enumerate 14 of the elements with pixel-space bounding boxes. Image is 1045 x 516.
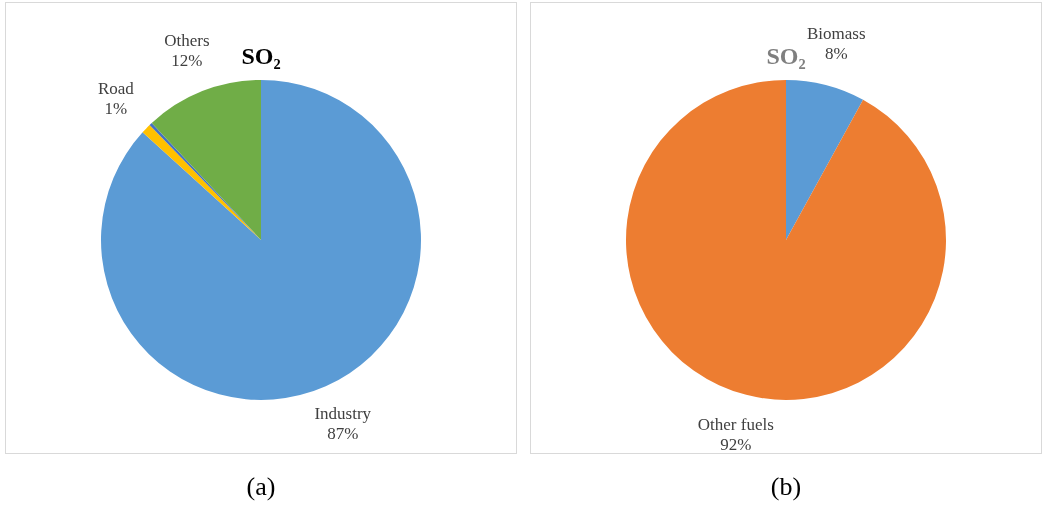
data-label: 8% bbox=[824, 43, 848, 63]
data-label: 1% bbox=[104, 98, 128, 118]
text: (b) bbox=[769, 472, 803, 502]
slice-label: Road bbox=[97, 78, 135, 98]
slice-label: Biomass bbox=[806, 23, 866, 43]
slice-label: Other fuels bbox=[697, 415, 774, 435]
slice-label: Industry bbox=[314, 404, 372, 424]
data-label: 12% bbox=[171, 51, 203, 71]
data-label: 87% bbox=[327, 424, 359, 444]
text: SO₂ bbox=[766, 42, 806, 69]
text: (a) bbox=[245, 472, 277, 502]
data-label: 92% bbox=[720, 435, 752, 455]
slice-label: Others bbox=[164, 31, 210, 51]
chart-title: SO₂ bbox=[241, 42, 281, 69]
